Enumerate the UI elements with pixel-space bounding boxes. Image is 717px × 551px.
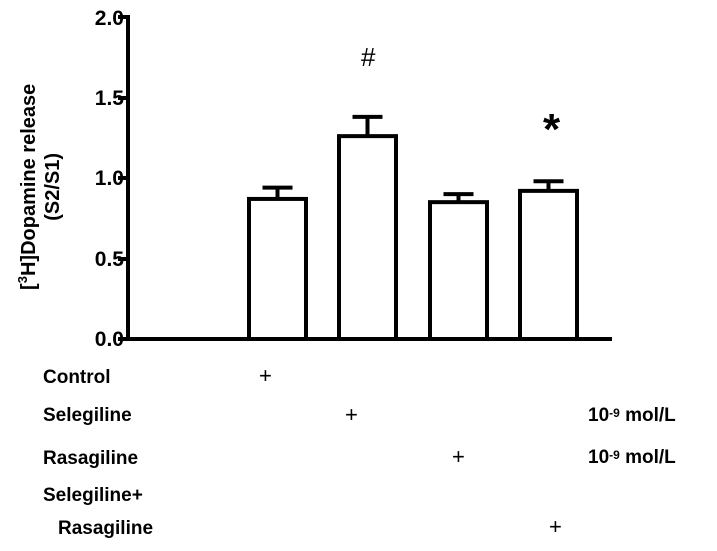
bars (247, 114, 579, 341)
plus-selegiline: + (345, 402, 358, 427)
y-tick-label-1.5: 1.5 (94, 87, 124, 110)
concentration-selegiline: 10-9 mol/L (588, 405, 676, 426)
bar-2 (428, 200, 489, 341)
concentration-rasagiline: 10-9 mol/L (588, 447, 676, 468)
y-tick-label-1.0: 1.0 (94, 167, 124, 190)
y-tick-label-0.0: 0.0 (94, 328, 124, 351)
annotation-asterisk: * (543, 105, 561, 154)
row-label-rasagiline-combo: Rasagiline (58, 518, 154, 539)
plot-area (118, 15, 612, 341)
row-label-selegiline: Selegiline (43, 405, 132, 426)
plus-combo: + (549, 514, 562, 539)
y-tick-label-2.0: 2.0 (94, 7, 124, 30)
row-label-control: Control (43, 367, 111, 388)
bar-3 (518, 188, 579, 341)
row-label-selegiline-plus: Selegiline+ (43, 485, 143, 506)
row-label-rasagiline: Rasagiline (43, 448, 139, 469)
plus-control: + (259, 363, 272, 388)
y-axis (118, 15, 130, 341)
y-tick-label-0.5: 0.5 (94, 248, 124, 271)
bar-1 (337, 134, 398, 341)
annotation-hash: # (361, 42, 376, 72)
bar-0 (247, 196, 308, 341)
plus-rasagiline: + (452, 444, 465, 469)
